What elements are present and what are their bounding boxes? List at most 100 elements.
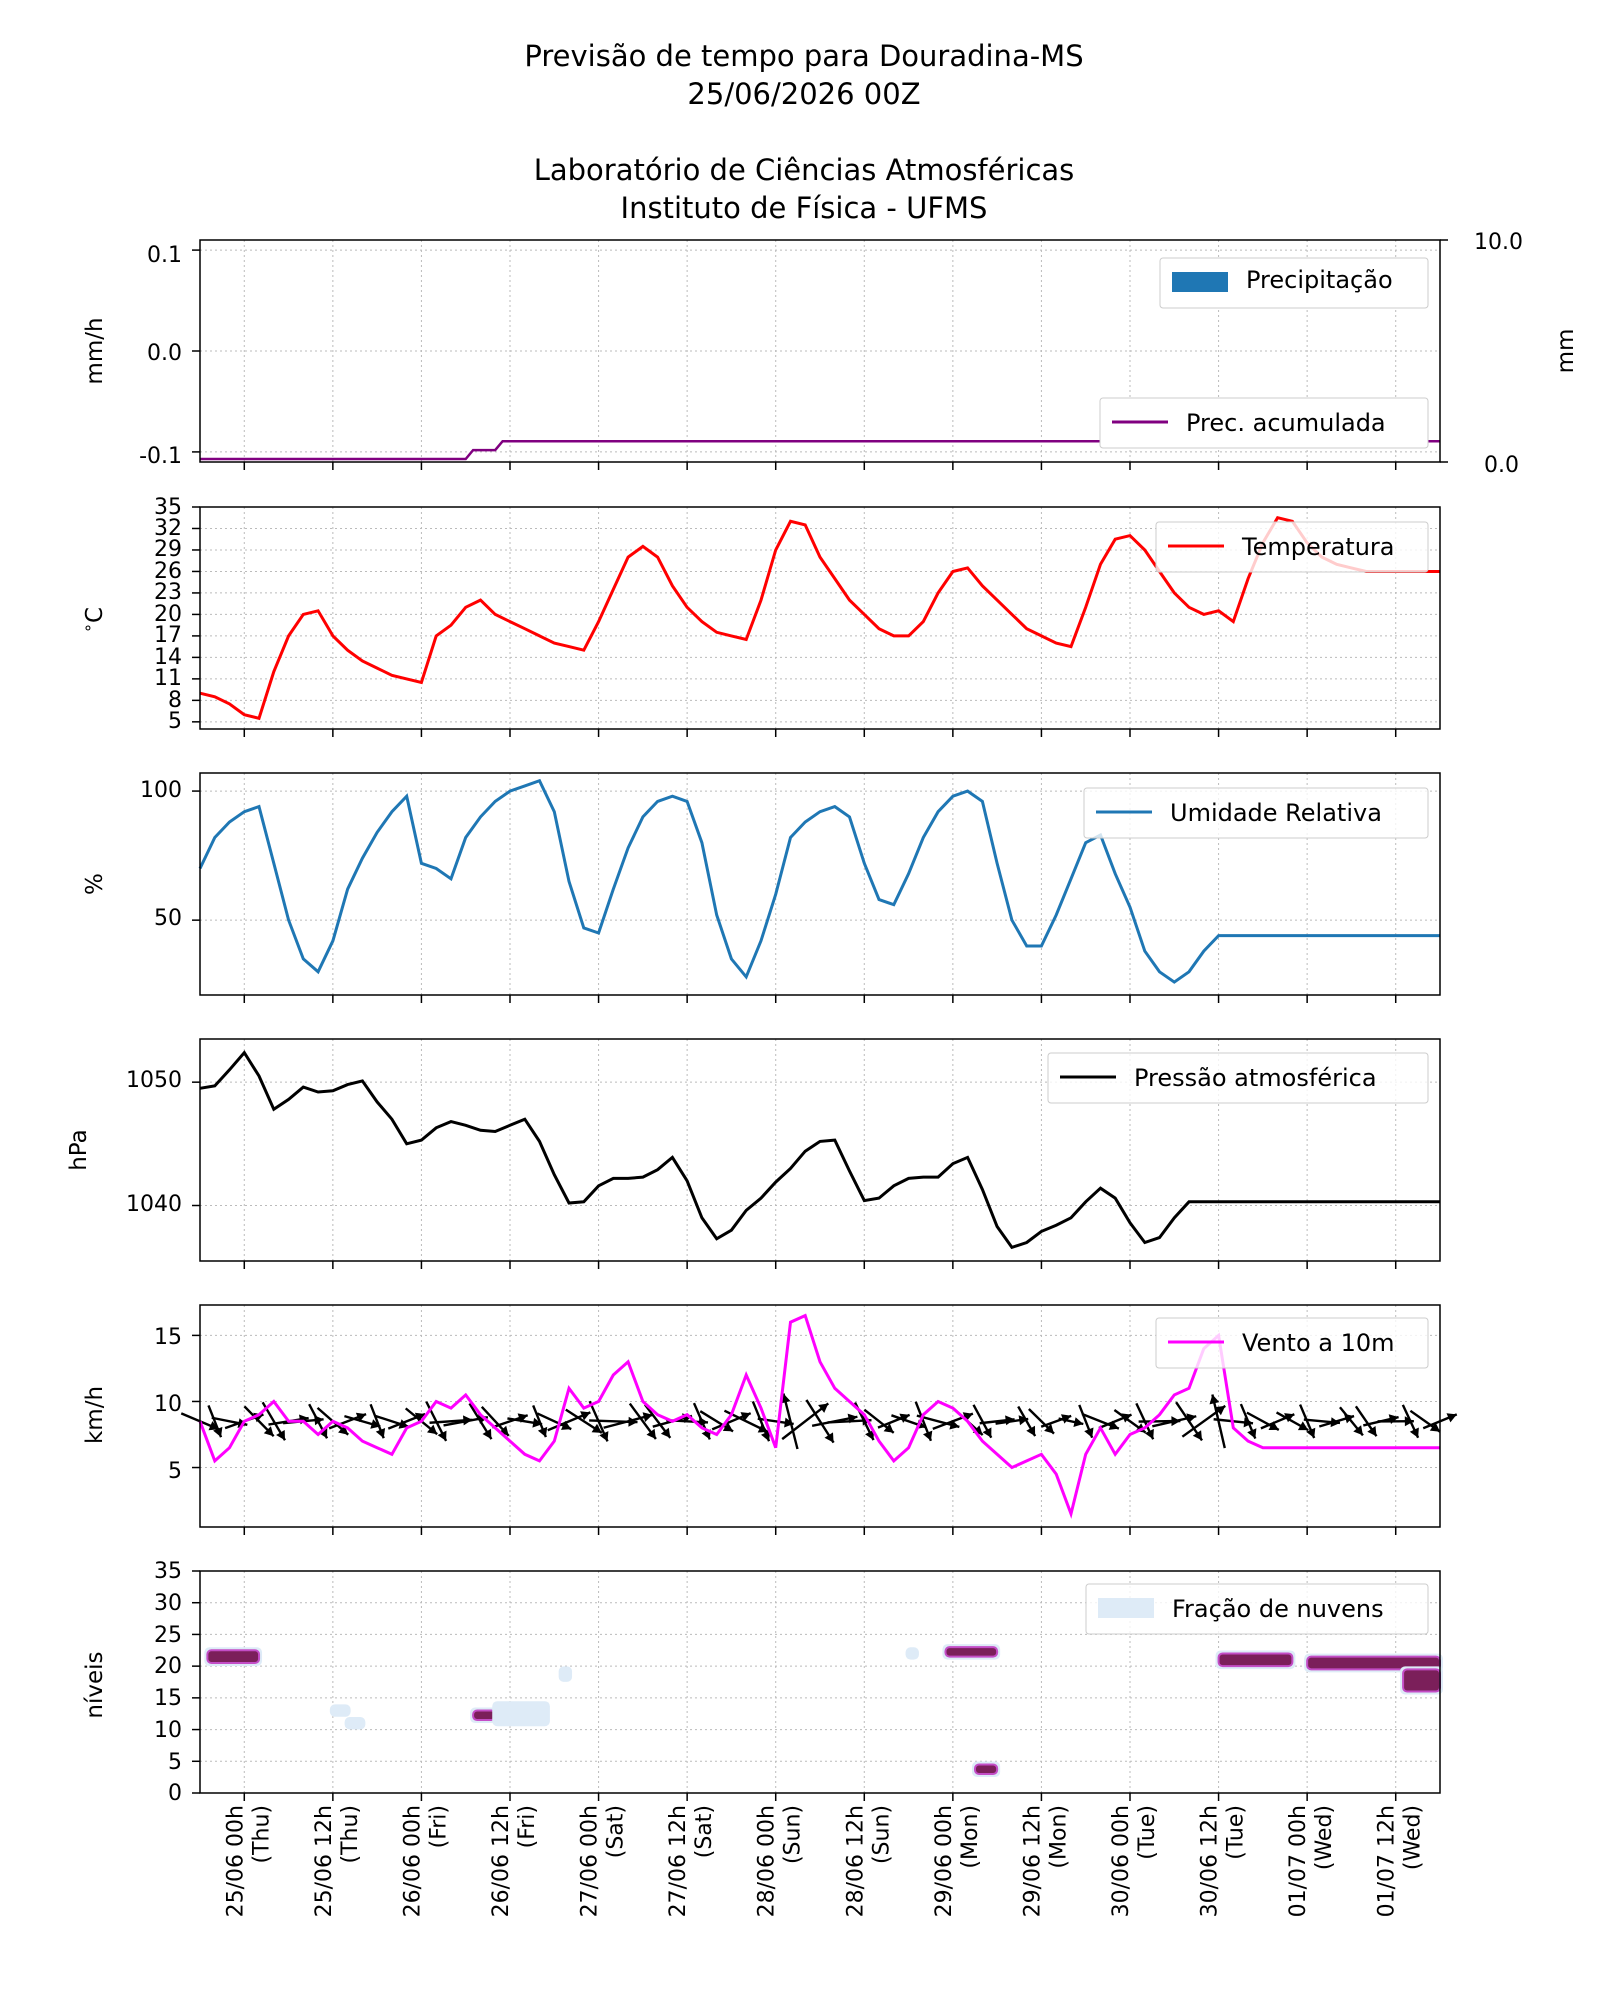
wind-arrow-head: [1215, 1405, 1226, 1416]
wind-arrow-head: [375, 1428, 386, 1439]
x-tick-date: 27/06 00h: [578, 1805, 603, 1917]
x-tick-label: 25/06 12h (Thu): [312, 1805, 363, 1917]
wind-arrow-head: [1144, 1428, 1154, 1440]
wind-arrow-head: [1353, 1425, 1363, 1436]
panel-pressure: 1050 1040 hPa Pressão atmosférica: [66, 1038, 1441, 1269]
wind-arrow-head: [1061, 1414, 1072, 1424]
temp-axes-frame: [199, 506, 1441, 730]
wind-arrow-head: [561, 1420, 572, 1430]
x-tick-date: 30/06 00h: [1109, 1805, 1134, 1917]
wind-arrow-head: [580, 1411, 591, 1421]
wind-arrow-head: [1044, 1423, 1054, 1434]
x-tick-date: 26/06 12h: [489, 1805, 514, 1917]
temp-ytick: 20: [154, 602, 182, 627]
cloud-fraction-patches: [204, 1644, 1443, 1777]
wind-arrow-head: [628, 1416, 638, 1427]
temp-ytick: 29: [154, 537, 182, 562]
wind-arrow-head: [740, 1412, 751, 1422]
rh-ytick-100: 100: [140, 778, 182, 803]
cloud-yticks: 35 30 25 20 15 10 5 0: [154, 1559, 182, 1806]
precip-ytick-3: -0.1: [139, 444, 182, 469]
x-tick-label: 01/07 00h (Wed): [1286, 1805, 1337, 1917]
wind-arrow-head: [818, 1403, 829, 1413]
x-tick-label: 30/06 00h (Tue): [1109, 1805, 1160, 1917]
panel-clouds: 35 30 25 20 15 10 5 0 níveis Fração de n…: [82, 1559, 1443, 1806]
cloud-patch-halo: [558, 1666, 573, 1682]
cloud-legend-label: Fração de nuvens: [1172, 1595, 1384, 1623]
pressure-legend-label: Pressão atmosférica: [1134, 1064, 1377, 1092]
cloud-ytick: 15: [154, 1686, 182, 1711]
x-tick-day: (Mon): [1046, 1805, 1071, 1869]
x-tick-label: 29/06 00h (Mon): [932, 1805, 983, 1917]
cloud-legend-swatch: [1098, 1598, 1154, 1618]
cloud-patch-halo: [329, 1704, 351, 1717]
x-tick-day: (Fri): [426, 1805, 451, 1848]
cloud-ylabel: níveis: [82, 1651, 108, 1718]
wind-arrow-head: [660, 1427, 671, 1438]
x-tick-day: (Thu): [338, 1805, 363, 1864]
wind-arrow-head: [599, 1431, 609, 1442]
x-tick-label: 28/06 12h (Sun): [843, 1805, 894, 1917]
x-tick-date: 29/06 00h: [932, 1805, 957, 1917]
accum-legend-label: Prec. acumulada: [1186, 409, 1386, 437]
wind-arrow-head: [263, 1426, 274, 1437]
cloud-patch-dense: [472, 1709, 497, 1722]
pressure-line: [199, 1050, 1440, 1250]
accum-legend-box: [1099, 397, 1429, 449]
pressure-ylabel: hPa: [66, 1129, 92, 1171]
wind-arrow-head: [1446, 1413, 1457, 1423]
x-tick-label: 27/06 00h (Sat): [578, 1805, 629, 1917]
wind-arrow-head: [646, 1428, 656, 1439]
temp-ylabel: ∘C: [78, 607, 109, 633]
wind-arrow-head: [899, 1413, 910, 1423]
temp-ytick: 14: [154, 645, 182, 670]
x-tick-date: 01/07 00h: [1286, 1805, 1311, 1917]
pressure-legend-box: [1047, 1052, 1429, 1104]
cloud-ytick: 30: [154, 1591, 182, 1616]
temperature-line: [199, 515, 1440, 721]
cloud-ytick: 25: [154, 1623, 182, 1648]
wind-axes-frame: [199, 1304, 1441, 1528]
humidity-line: [198, 778, 1440, 984]
x-tick-day: (Tue): [1224, 1805, 1249, 1860]
wind-arrow-head: [1018, 1415, 1029, 1426]
wind-arrow-head: [982, 1427, 992, 1438]
wind-arrow-head: [1084, 1427, 1094, 1438]
x-tick-date: 26/06 00h: [400, 1805, 425, 1917]
wind-arrow-head: [398, 1419, 409, 1429]
rh-ytick-50: 50: [154, 906, 182, 931]
cloud-patch-dense: [944, 1646, 999, 1658]
x-tick-date: 27/06 12h: [666, 1805, 691, 1917]
wind-arrow-head: [1108, 1420, 1119, 1430]
x-tick-label: 25/06 00h (Thu): [223, 1805, 274, 1917]
wind-arrow-head: [437, 1430, 447, 1441]
precip-legend-box: [1159, 257, 1429, 309]
accumulated-precip-line: [200, 439, 1440, 461]
x-tick-day: (Tue): [1135, 1805, 1160, 1860]
x-tick-date: 29/06 12h: [1020, 1805, 1045, 1917]
wind-arrow-head: [370, 1419, 381, 1429]
x-tick-date: 01/07 12h: [1375, 1805, 1400, 1917]
x-tick-day: (Sat): [604, 1805, 629, 1858]
wind-arrow-head: [591, 1423, 602, 1433]
panel-humidity: 100 50 % Umidade Relativa: [82, 772, 1441, 1003]
temp-ytick: 23: [154, 580, 182, 605]
title-line-3: Laboratório de Ciências Atmosféricas: [534, 153, 1075, 187]
title-line-1: Previsão de tempo para Douradina-MS: [524, 39, 1083, 73]
rh-legend-box: [1083, 787, 1429, 839]
wind-ytick-10: 10: [154, 1392, 182, 1417]
wind-arrow-shaft: [1211, 1394, 1226, 1449]
cloud-patch-halo: [344, 1717, 366, 1730]
temp-ytick: 11: [154, 666, 182, 691]
x-tick-day: (Wed): [1312, 1805, 1337, 1870]
wind-arrow-head: [923, 1430, 933, 1441]
panel-precipitation: 0.1 0.0 -0.1 10.0 0.0 mm/h mm Precipitaç…: [82, 230, 1579, 478]
wind-arrow-head: [722, 1422, 734, 1432]
cloud-patch-dense: [1217, 1652, 1294, 1668]
wind-arrow-head: [1429, 1422, 1441, 1432]
x-tick-date: 30/06 12h: [1198, 1805, 1223, 1917]
rh-axes-frame: [199, 772, 1441, 996]
wind-arrow-head: [761, 1430, 771, 1442]
cloud-patch-halo: [492, 1701, 550, 1727]
wind-ytick-5: 5: [168, 1459, 182, 1484]
